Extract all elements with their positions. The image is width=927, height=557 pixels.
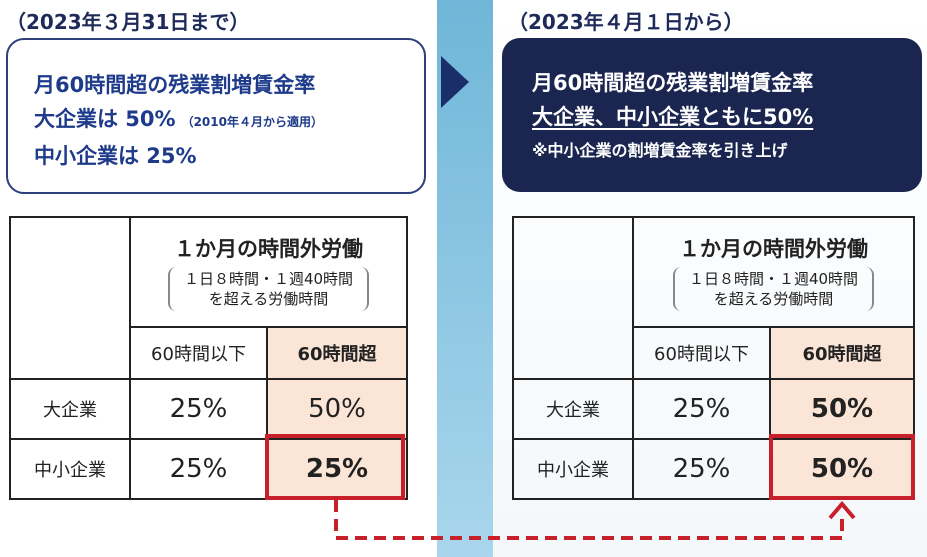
right-row-sme-name: 中小企業 <box>512 438 634 500</box>
right-col-under: 60時間以下 <box>632 326 771 380</box>
left-period-label: （2023年３月31日まで） <box>6 10 250 34</box>
right-period-label: （2023年４月１日から） <box>508 10 744 34</box>
right-row-sme-under: 25% <box>632 438 771 500</box>
right-header-title: １か月の時間外労働 <box>679 237 868 261</box>
left-row-large-under: 25% <box>129 378 268 440</box>
left-header-sub2: を超える労働時間 <box>208 290 329 308</box>
left-rate-table: １か月の時間外労働 １日８時間・１週40時間 を超える労働時間 60時間以下 6… <box>9 216 408 500</box>
right-table-corner <box>512 216 634 380</box>
right-header-sub2: を超える労働時間 <box>713 290 834 308</box>
left-row-sme-over: 25% <box>266 438 408 500</box>
left-summary-line2: 大企業は 50% （2010年４月から適用） <box>34 102 424 139</box>
right-rate-table: １か月の時間外労働 １日８時間・１週40時間 を超える労働時間 60時間以下 6… <box>512 216 915 500</box>
left-summary-line1: 月60時間超の残業割増賃金率 <box>34 73 316 97</box>
right-summary-line1: 月60時間超の残業割増賃金率 <box>532 71 814 95</box>
left-header-sub1: １日８時間・１週40時間 <box>183 270 354 288</box>
left-col-over: 60時間超 <box>266 326 408 380</box>
right-summary-box: 月60時間超の残業割増賃金率 大企業、中小企業ともに50% ※中小企業の割増賃金… <box>502 38 922 192</box>
left-header-sub: １日８時間・１週40時間 を超える労働時間 <box>167 267 370 311</box>
right-header-sub: １日８時間・１週40時間 を超える労働時間 <box>672 267 875 311</box>
right-row-sme-over: 50% <box>769 438 915 500</box>
left-header-title: １か月の時間外労働 <box>174 237 363 261</box>
left-summary-line3: 中小企業は 25% <box>34 144 197 168</box>
left-summary-box: 月60時間超の残業割増賃金率 大企業は 50% （2010年４月から適用） 中小企… <box>6 38 426 194</box>
right-table-header: １か月の時間外労働 １日８時間・１週40時間 を超える労働時間 <box>632 216 915 328</box>
left-col-under: 60時間以下 <box>129 326 268 380</box>
left-large-rate: 大企業は 50% <box>34 107 176 131</box>
right-arrow-icon <box>441 56 469 108</box>
right-row-large-name: 大企業 <box>512 378 634 440</box>
right-summary-line2: 大企業、中小企業ともに50% <box>532 105 814 129</box>
left-row-sme-name: 中小企業 <box>9 438 131 500</box>
right-col-over: 60時間超 <box>769 326 915 380</box>
left-table-corner <box>9 216 131 380</box>
right-summary-line3: ※中小企業の割増賃金率を引き上げ <box>532 141 788 160</box>
right-row-large-under: 25% <box>632 378 771 440</box>
left-row-large-over: 50% <box>266 378 408 440</box>
right-header-sub1: １日８時間・１週40時間 <box>688 270 859 288</box>
left-row-large-name: 大企業 <box>9 378 131 440</box>
left-table-header: １か月の時間外労働 １日８時間・１週40時間 を超える労働時間 <box>129 216 408 328</box>
left-large-note: （2010年４月から適用） <box>181 115 323 129</box>
left-row-sme-under: 25% <box>129 438 268 500</box>
right-row-large-over: 50% <box>769 378 915 440</box>
